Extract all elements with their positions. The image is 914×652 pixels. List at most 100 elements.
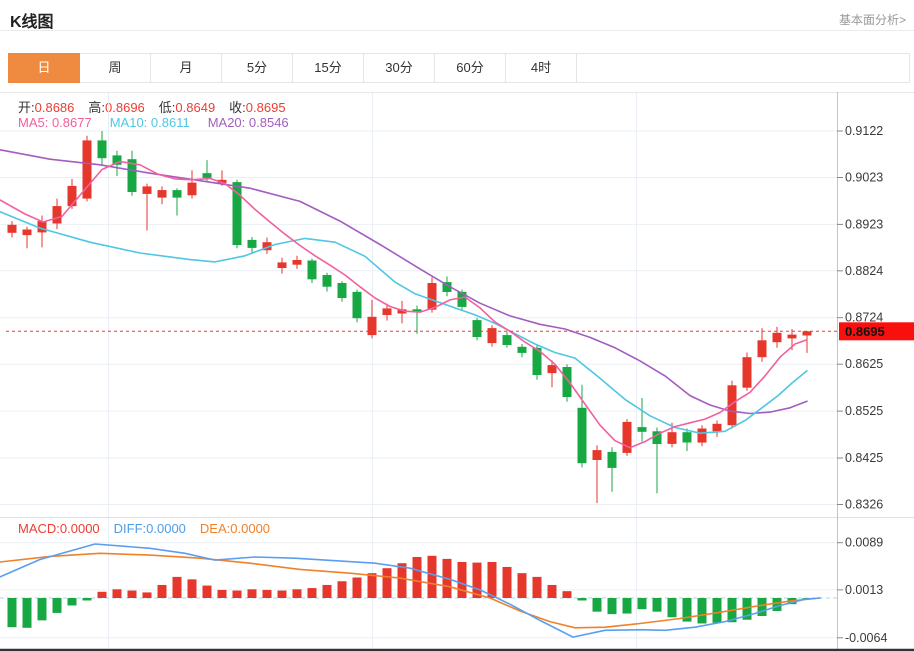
candle-body <box>472 320 482 337</box>
candle-body <box>547 365 557 374</box>
candle-body <box>727 385 737 426</box>
candle-body <box>292 260 302 265</box>
axis-label: 0.8625 <box>845 357 883 371</box>
axis-label: 0.8326 <box>845 498 883 512</box>
ma-readout: MA5: 0.8677 MA10: 0.8611 MA20: 0.8546 <box>18 115 307 130</box>
candle-body <box>142 186 152 194</box>
ma5-line <box>0 160 808 449</box>
ohlc-readout: 开:0.8686 高:0.8696 低:0.8649 收:0.8695 <box>18 97 300 116</box>
macd-value: MACD:0.0000 <box>18 521 100 536</box>
candle-body <box>307 260 317 280</box>
candle-body <box>502 335 512 345</box>
ma-value: MA20: 0.8546 <box>207 115 289 130</box>
candle-body <box>112 155 122 165</box>
candle-body <box>667 432 677 444</box>
axis-label: 0.8525 <box>845 404 883 418</box>
period-tabbar: 日周月 5分 15分 30分 60分 4时 <box>8 53 910 83</box>
candle-body <box>217 179 227 184</box>
tab-5分[interactable]: 5分 <box>222 53 293 83</box>
candle-body <box>7 224 17 233</box>
macd-bar <box>637 598 647 610</box>
macd-bar <box>592 598 602 612</box>
tab-周[interactable]: 周 <box>80 53 151 83</box>
last-price-badge <box>839 322 914 341</box>
macd-bar <box>247 589 257 598</box>
macd-bar <box>322 584 332 598</box>
axis-label: 0.8923 <box>845 217 883 231</box>
macd-bar <box>547 584 557 598</box>
macd-bar <box>37 598 47 621</box>
ma-value: MA10: 0.8611 <box>109 115 190 130</box>
macd-bar <box>772 598 782 612</box>
candle-body <box>742 357 752 388</box>
candle-body <box>637 427 647 432</box>
macd-bar <box>622 598 632 614</box>
macd-bar <box>742 598 752 620</box>
candle-body <box>697 428 707 443</box>
macd-bar <box>262 589 272 598</box>
candle-body <box>592 450 602 460</box>
candle-body <box>262 242 272 251</box>
macd-bar <box>127 590 137 598</box>
tab-15分[interactable]: 15分 <box>293 53 364 83</box>
macd-bar <box>202 585 212 598</box>
macd-bar <box>562 591 572 598</box>
macd-bar <box>367 573 377 598</box>
axis-label: 0.0089 <box>845 536 883 550</box>
candle-body <box>457 291 467 307</box>
ma-value: MA5: 0.8677 <box>18 115 92 130</box>
axis-label: -0.0064 <box>845 631 887 645</box>
candle-body <box>322 275 332 287</box>
macd-bar <box>517 573 527 598</box>
fundamental-analysis-link[interactable]: 基本面分析> <box>838 13 906 27</box>
macd-bar <box>697 598 707 624</box>
candle-body <box>382 308 392 315</box>
macd-bar <box>502 566 512 598</box>
candle-body <box>397 309 407 314</box>
macd-bar <box>352 577 362 598</box>
kline-chart[interactable]: 0.86950.91220.90230.89230.88240.87240.86… <box>0 92 914 652</box>
macd-value: DEA:0.0000 <box>199 521 271 536</box>
macd-bar <box>682 598 692 622</box>
axis-label: 0.0013 <box>845 583 883 597</box>
tabbar-filler <box>577 53 910 83</box>
header-divider <box>0 30 914 31</box>
candle-body <box>82 140 92 199</box>
tab-月[interactable]: 月 <box>151 53 222 83</box>
macd-bar <box>187 579 197 598</box>
tab-60分[interactable]: 60分 <box>435 53 506 83</box>
axis-label: 0.8824 <box>845 264 883 278</box>
candle-body <box>22 229 32 236</box>
page-title: K线图 <box>10 14 54 31</box>
macd-readout: MACD:0.0000 DIFF:0.0000 DEA:0.0000 <box>18 521 284 536</box>
axis-label: 0.9122 <box>845 124 883 138</box>
tab-4时[interactable]: 4时 <box>506 53 577 83</box>
candle-body <box>232 182 242 245</box>
tab-30分[interactable]: 30分 <box>364 53 435 83</box>
candle-body <box>622 421 632 453</box>
macd-bar <box>157 584 167 598</box>
candle-body <box>247 239 257 248</box>
candle-body <box>277 262 287 268</box>
candle-body <box>802 331 812 336</box>
candle-body <box>337 283 347 298</box>
ohlc-label: 收: <box>229 100 246 115</box>
macd-bar <box>487 561 497 598</box>
candle-body <box>532 347 542 375</box>
tab-日[interactable]: 日 <box>8 53 80 83</box>
macd-bar <box>82 598 92 601</box>
macd-bar <box>577 598 587 601</box>
macd-bar <box>52 598 62 613</box>
macd-bar <box>607 598 617 615</box>
ohlc-value: 0.8649 <box>175 100 216 115</box>
candle-body <box>442 282 452 292</box>
ohlc-label: 开: <box>18 100 35 115</box>
candle-body <box>772 332 782 343</box>
last-price-badge-label: 0.8695 <box>845 324 885 339</box>
ohlc-value: 0.8696 <box>105 100 145 115</box>
ohlc-value: 0.8695 <box>245 100 286 115</box>
macd-bar <box>307 588 317 598</box>
macd-bar <box>472 562 482 598</box>
macd-bar <box>142 592 152 598</box>
